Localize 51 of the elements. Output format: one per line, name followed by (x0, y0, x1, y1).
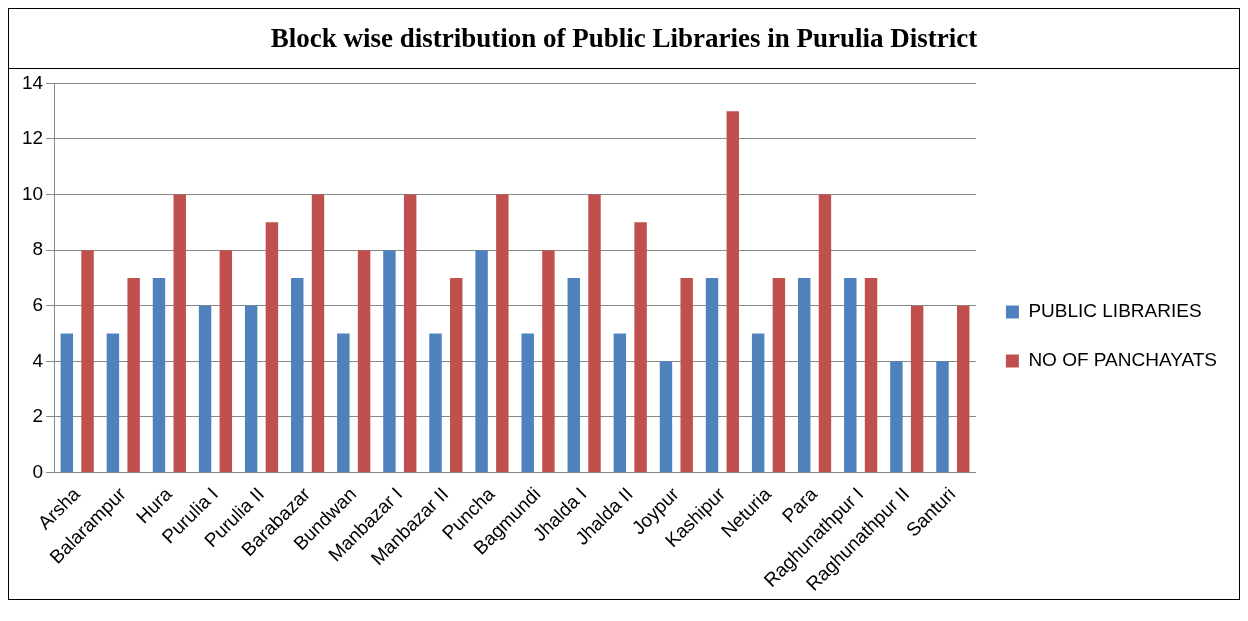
bar (60, 333, 74, 473)
y-tick-label: 0 (32, 460, 44, 482)
bar (542, 250, 555, 473)
bar (751, 333, 765, 473)
y-tick-label: 4 (32, 349, 44, 371)
y-tick-label: 10 (21, 182, 44, 204)
bar (910, 305, 924, 473)
bar (521, 333, 534, 473)
bar (265, 222, 279, 473)
bar (383, 250, 396, 473)
bar (173, 194, 186, 473)
bar (864, 277, 878, 473)
y-tick-label: 6 (32, 293, 44, 315)
y-tick-label: 2 (32, 405, 44, 427)
bar (219, 250, 233, 473)
y-tick-label: 12 (21, 127, 44, 149)
y-tick-label: 8 (32, 238, 44, 260)
bar (337, 333, 350, 473)
bar (450, 277, 463, 473)
bar (357, 250, 371, 473)
bar (634, 222, 647, 473)
bar (680, 277, 693, 473)
bar (844, 277, 857, 473)
bar (291, 277, 304, 473)
bar (106, 333, 120, 473)
bar (244, 305, 258, 473)
bar (588, 194, 601, 473)
bar (797, 277, 811, 473)
bar (198, 305, 212, 473)
bar (567, 277, 580, 473)
bar (772, 277, 786, 473)
bar (152, 277, 166, 473)
bar (311, 194, 325, 473)
bar (818, 194, 832, 473)
bar (429, 333, 442, 473)
bar (659, 361, 673, 473)
bar (726, 111, 739, 473)
bar (936, 361, 949, 473)
legend-label: NO OF PANCHAYATS (1028, 349, 1217, 371)
bar (403, 194, 417, 473)
bar (705, 277, 719, 473)
bar (957, 305, 970, 473)
bar (475, 250, 488, 473)
bar (890, 361, 903, 473)
bar (496, 194, 509, 473)
bar (613, 333, 627, 473)
legend-label: PUBLIC LIBRARIES (1028, 300, 1202, 322)
bar (81, 250, 94, 473)
chart-title: Block wise distribution of Public Libraries in Purulia District (9, 9, 1239, 69)
bar (127, 277, 140, 473)
y-tick-label: 14 (21, 71, 44, 93)
